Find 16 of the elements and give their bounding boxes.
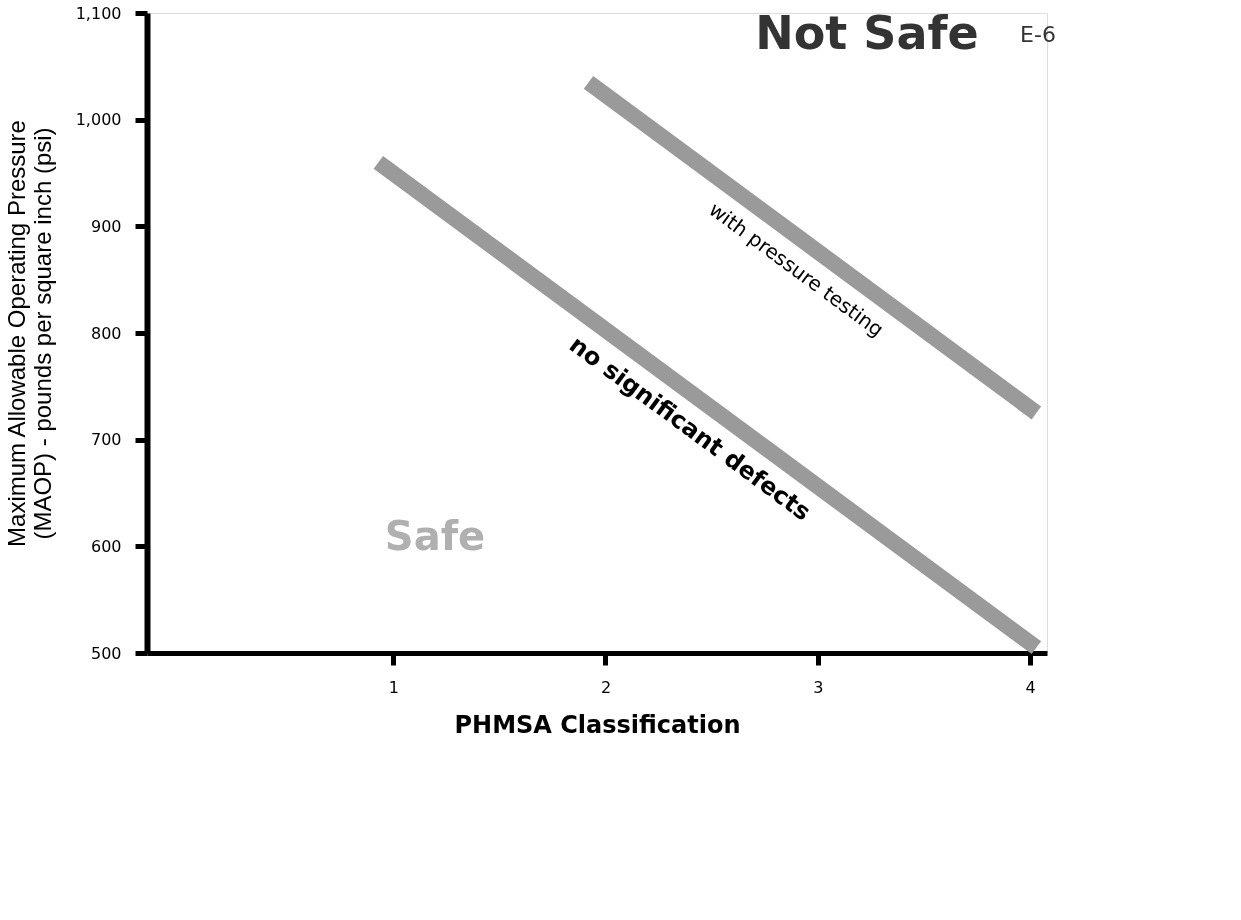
x-tick-label: 2 <box>600 677 612 697</box>
annotation: E-6 <box>1020 22 1056 48</box>
y-tick-label: 1,100 <box>75 3 122 23</box>
annotation: Safe <box>384 512 486 559</box>
y-tick-label: 600 <box>90 536 122 556</box>
y-tick-label: 800 <box>90 323 122 343</box>
x-tick-label: 1 <box>388 677 399 697</box>
y-tick-label: 1,000 <box>75 110 122 130</box>
x-tick-label: 4 <box>1025 677 1036 697</box>
y-tick-label: 700 <box>90 430 122 450</box>
x-tick-label: 3 <box>813 677 824 697</box>
y-tick-label: 900 <box>90 216 122 236</box>
y-tick-label: 500 <box>90 643 122 663</box>
x-axis-title: PHMSA Classification <box>454 710 741 739</box>
y-axis-title: Maximum Allowable Operating Pressure (MAOP) - pounds per square inch (psi) <box>2 120 56 547</box>
annotation: Not Safe <box>755 6 979 61</box>
